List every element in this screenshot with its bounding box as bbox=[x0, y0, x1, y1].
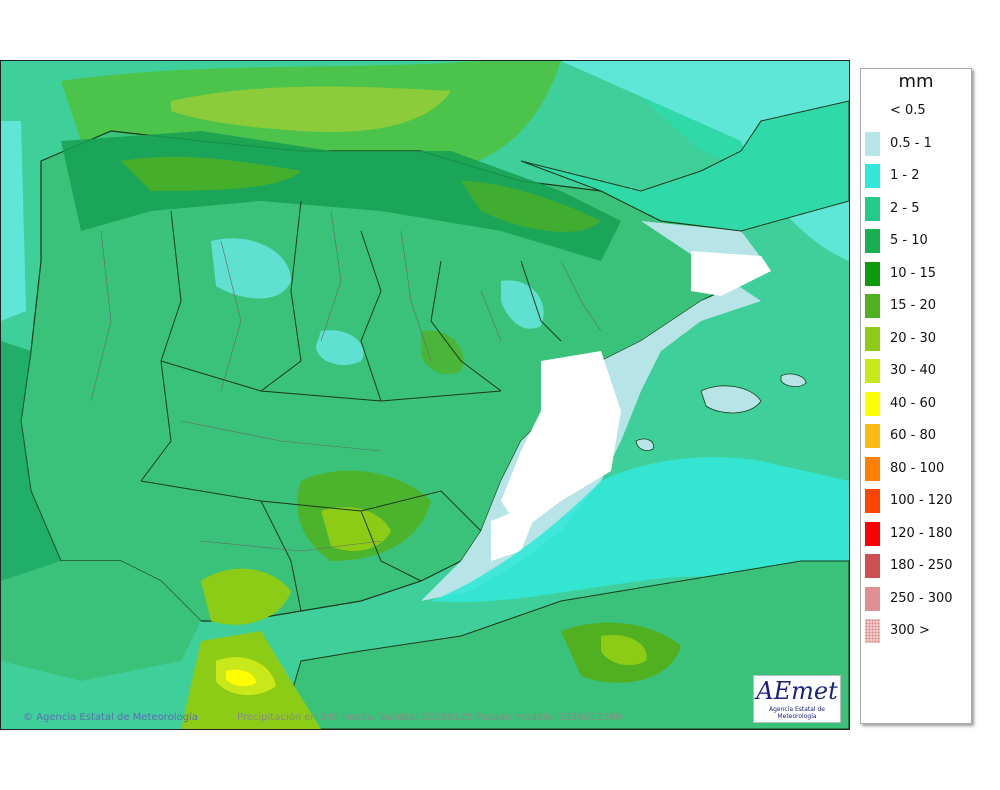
legend-swatch bbox=[865, 294, 880, 318]
aemet-logo-subtitle: Agencia Estatal de Meteorología bbox=[768, 706, 825, 720]
legend-label: 20 - 30 bbox=[890, 330, 937, 346]
legend-label: 60 - 80 bbox=[890, 428, 937, 443]
legend-label: 300 > bbox=[890, 623, 930, 638]
legend-swatch bbox=[865, 521, 880, 546]
legend-label: 180 - 250 bbox=[890, 558, 953, 573]
legend-item: 180 - 250 bbox=[861, 554, 971, 578]
legend-item: 40 - 60 bbox=[861, 391, 971, 416]
legend-item: 20 - 30 bbox=[861, 326, 971, 351]
legend-item: 100 - 120 bbox=[861, 489, 971, 513]
legend-swatch bbox=[865, 131, 880, 156]
map-caption: Precipitación en 24h media. Validez: 202… bbox=[237, 712, 622, 723]
legend-item: 120 - 180 bbox=[861, 521, 971, 546]
precipitation-map-image bbox=[1, 61, 849, 729]
legend-label: 5 - 10 bbox=[890, 233, 928, 248]
legend-swatch bbox=[865, 586, 880, 611]
legend-item: 60 - 80 bbox=[861, 424, 971, 448]
legend-item: 5 - 10 bbox=[861, 229, 971, 253]
legend-swatch bbox=[865, 326, 880, 351]
legend-title: mm bbox=[898, 71, 934, 92]
legend-label: 2 - 5 bbox=[890, 200, 920, 216]
legend-swatch bbox=[865, 261, 880, 286]
legend-item: 1 - 2 bbox=[861, 164, 971, 188]
legend-label: 80 - 100 bbox=[890, 460, 945, 476]
legend-swatch bbox=[865, 456, 880, 481]
legend-label: 0.5 - 1 bbox=[890, 135, 932, 151]
legend-label: 250 - 300 bbox=[890, 590, 953, 606]
aemet-logo-mark: AEmet bbox=[756, 677, 838, 705]
legend-item: 300 > bbox=[861, 619, 971, 643]
legend-label: 10 - 15 bbox=[890, 265, 937, 281]
legend-item: 15 - 20 bbox=[861, 294, 971, 318]
legend-swatch bbox=[865, 489, 880, 513]
legend-swatch bbox=[865, 359, 880, 383]
legend-item: 250 - 300 bbox=[861, 586, 971, 611]
legend-swatch bbox=[865, 164, 880, 188]
precipitation-map[interactable]: © Agencia Estatal de Meteorología Precip… bbox=[0, 60, 850, 730]
legend-swatch bbox=[865, 424, 880, 448]
legend-swatch bbox=[865, 391, 880, 416]
legend-swatch bbox=[865, 619, 880, 643]
legend-item: 0.5 - 1 bbox=[861, 131, 971, 156]
legend-label: 120 - 180 bbox=[890, 525, 953, 541]
legend-swatch bbox=[865, 99, 880, 123]
legend-item: 30 - 40 bbox=[861, 359, 971, 383]
legend-item: 2 - 5 bbox=[861, 196, 971, 221]
legend-label: 40 - 60 bbox=[890, 395, 937, 411]
legend-item: 80 - 100 bbox=[861, 456, 971, 481]
legend-item: 10 - 15 bbox=[861, 261, 971, 286]
legend-label: 15 - 20 bbox=[890, 298, 937, 313]
legend-label: 100 - 120 bbox=[890, 493, 953, 508]
legend-item: < 0.5 bbox=[861, 99, 971, 123]
precipitation-legend: mm < 0.5 0.5 - 1 1 - 2 2 - 5 5 - 10 10 - 15 15… bbox=[860, 68, 972, 724]
legend-label: < 0.5 bbox=[890, 103, 926, 118]
legend-swatch bbox=[865, 196, 880, 221]
legend-swatch bbox=[865, 229, 880, 253]
legend-label: 1 - 2 bbox=[890, 168, 920, 183]
copyright-credit-text: Agencia Estatal de Meteorología bbox=[36, 712, 198, 723]
legend-label: 30 - 40 bbox=[890, 363, 937, 378]
aemet-logo: AEmet Agencia Estatal de Meteorología bbox=[753, 675, 841, 723]
legend-swatch bbox=[865, 554, 880, 578]
copyright-credit: © Agencia Estatal de Meteorología bbox=[23, 712, 198, 723]
